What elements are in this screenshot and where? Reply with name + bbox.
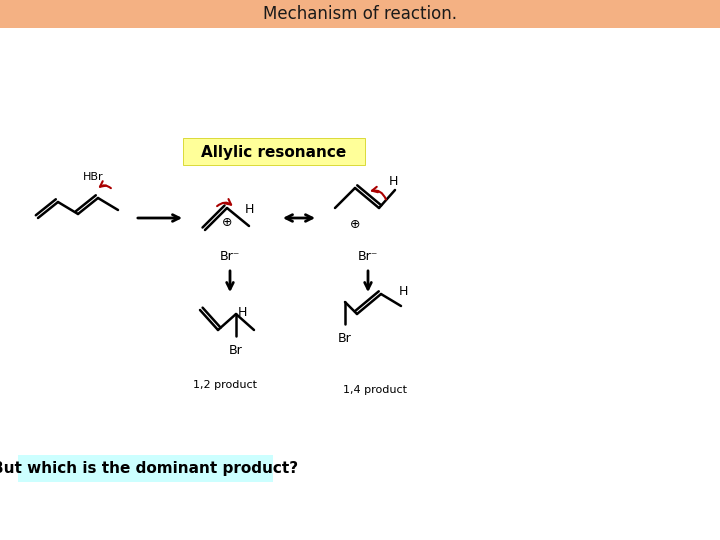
Text: Allylic resonance: Allylic resonance: [202, 145, 346, 159]
Text: Br⁻: Br⁻: [358, 251, 378, 264]
Text: H: H: [388, 175, 397, 188]
FancyBboxPatch shape: [183, 138, 365, 165]
Text: ⊕: ⊕: [350, 218, 360, 231]
Text: 1,2 product: 1,2 product: [193, 380, 257, 390]
Text: Mechanism of reaction.: Mechanism of reaction.: [263, 5, 457, 23]
Text: H: H: [244, 203, 253, 216]
Text: 1,4 product: 1,4 product: [343, 385, 407, 395]
Text: H: H: [238, 306, 248, 319]
Text: Br: Br: [338, 332, 352, 345]
Text: Br⁻: Br⁻: [220, 251, 240, 264]
Text: But which is the dominant product?: But which is the dominant product?: [0, 462, 298, 476]
Text: ⊕: ⊕: [222, 216, 233, 229]
FancyBboxPatch shape: [18, 455, 273, 482]
Bar: [0, 0, 720, 28]
Text: Br: Br: [229, 344, 243, 357]
Text: H: H: [398, 285, 408, 298]
Text: HBr: HBr: [83, 172, 103, 182]
